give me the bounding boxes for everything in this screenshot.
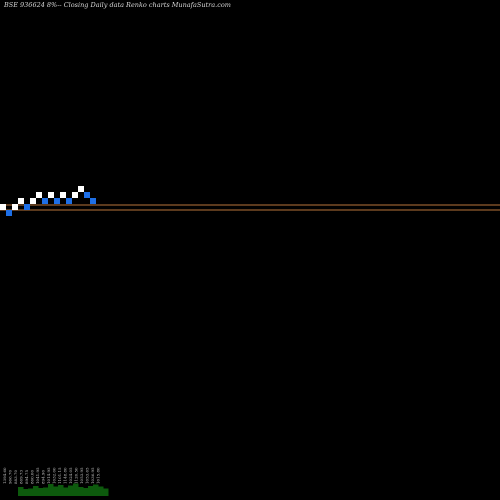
down-brick bbox=[24, 204, 30, 210]
reference-lines bbox=[0, 204, 500, 211]
volume-label: 1014.95 bbox=[46, 467, 51, 484]
volume-label: 1394.60 bbox=[2, 467, 7, 484]
chart-title: BSE 936624 8%-- Closing Daily data Renko… bbox=[4, 1, 231, 9]
volume-label: 1036.95 bbox=[90, 467, 95, 484]
down-brick bbox=[66, 198, 72, 204]
down-brick bbox=[42, 198, 48, 204]
volume-bar bbox=[33, 486, 39, 496]
up-brick bbox=[30, 198, 36, 204]
volume-label: 1053.95 bbox=[79, 467, 84, 484]
volume-bar bbox=[78, 487, 84, 496]
volume-label: 894.90 bbox=[41, 470, 46, 484]
volume-bar bbox=[93, 484, 99, 496]
volume-label: 1032.00 bbox=[52, 467, 57, 484]
volume-label: 860.00 bbox=[30, 470, 35, 484]
down-brick bbox=[90, 198, 96, 204]
volume-label: 1148.80 bbox=[63, 467, 68, 484]
volume-bar bbox=[58, 485, 64, 496]
volume-label: 966.70 bbox=[8, 470, 13, 484]
up-brick bbox=[72, 192, 78, 198]
volume-bar bbox=[63, 487, 69, 496]
volume-bar bbox=[48, 484, 54, 496]
volume-label: 1053.65 bbox=[85, 467, 90, 484]
volume-label: 1120.50 bbox=[74, 467, 79, 484]
volume-bar bbox=[103, 488, 109, 496]
volume-bar bbox=[43, 487, 49, 496]
up-brick bbox=[78, 186, 84, 192]
volume-bar bbox=[88, 486, 94, 496]
volume-label: 1015.80 bbox=[96, 467, 101, 484]
volume-label: 883.70 bbox=[13, 470, 18, 484]
volume-bar bbox=[53, 486, 59, 496]
volume-bar bbox=[23, 489, 29, 496]
volume-labels: 1394.60 966.70 883.70 869.73 894.75 860.00 104… bbox=[2, 467, 101, 484]
volume-label: 869.73 bbox=[19, 470, 24, 484]
up-brick bbox=[60, 192, 66, 198]
volume-bar bbox=[73, 483, 79, 496]
volume-label: 1041.95 bbox=[35, 467, 40, 484]
volume-bar bbox=[28, 488, 34, 496]
down-brick bbox=[84, 192, 90, 198]
volume-label: 1101.15 bbox=[57, 467, 62, 484]
down-brick bbox=[6, 210, 12, 216]
up-brick bbox=[12, 204, 18, 210]
up-brick bbox=[48, 192, 54, 198]
volume-bars bbox=[18, 483, 109, 496]
volume-bar bbox=[18, 487, 24, 496]
volume-bar bbox=[83, 488, 89, 496]
up-brick bbox=[0, 204, 6, 210]
volume-label: 1024.05 bbox=[68, 467, 73, 484]
up-brick bbox=[18, 198, 24, 204]
volume-bar bbox=[98, 486, 104, 496]
down-brick bbox=[54, 198, 60, 204]
up-brick bbox=[36, 192, 42, 198]
volume-label: 894.75 bbox=[24, 470, 29, 484]
volume-bar bbox=[68, 485, 74, 496]
volume-bar bbox=[38, 488, 44, 496]
renko-bricks bbox=[0, 186, 96, 216]
